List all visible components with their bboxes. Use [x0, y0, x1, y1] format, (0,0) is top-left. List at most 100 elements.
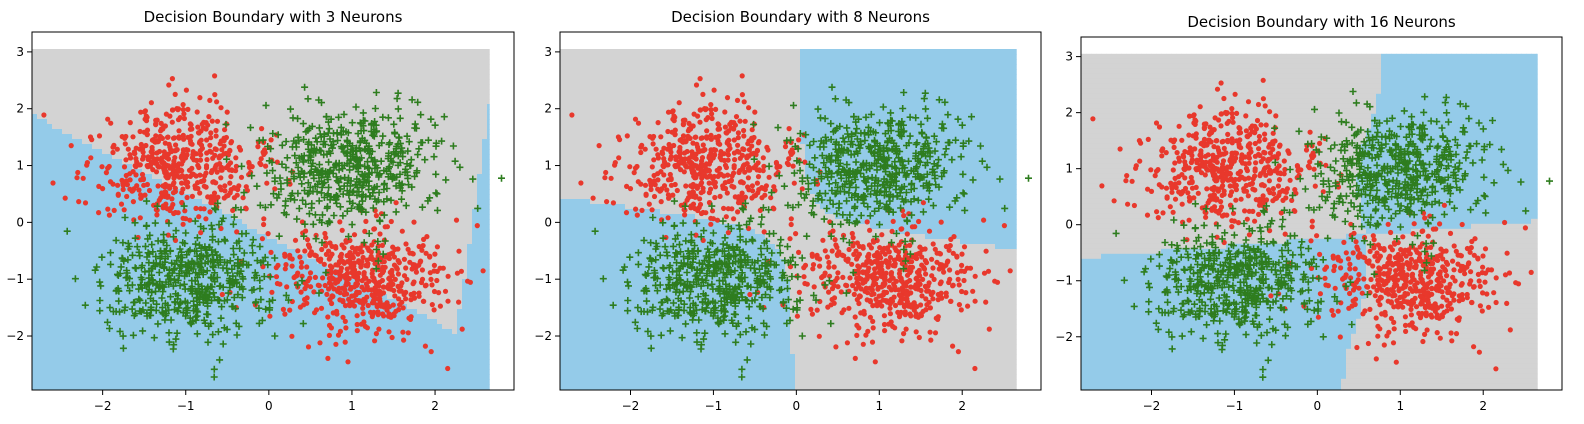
point-circle: [257, 160, 263, 166]
point-circle: [683, 183, 689, 189]
point-circle: [881, 321, 888, 328]
point-circle: [834, 244, 840, 250]
point-plus: [335, 166, 343, 174]
point-circle: [153, 169, 160, 175]
point-circle: [972, 298, 978, 304]
point-plus: [918, 130, 926, 138]
point-circle: [1528, 269, 1534, 275]
point-plus: [216, 356, 224, 364]
point-plus: [743, 356, 751, 364]
point-plus: [827, 232, 835, 240]
point-plus: [171, 260, 179, 268]
point-circle: [826, 259, 832, 266]
point-plus: [292, 139, 300, 147]
point-plus: [319, 180, 327, 188]
point-plus: [697, 341, 705, 349]
point-circle: [947, 267, 953, 273]
point-plus: [324, 203, 331, 211]
point-circle: [1235, 170, 1241, 176]
point-circle: [649, 207, 655, 213]
point-circle: [1303, 147, 1310, 153]
point-circle: [1271, 191, 1277, 197]
point-circle: [642, 146, 648, 152]
point-circle: [199, 121, 205, 127]
point-plus: [835, 162, 843, 170]
point-plus: [833, 210, 841, 218]
point-plus: [202, 252, 210, 260]
point-circle: [342, 318, 348, 324]
point-plus: [677, 297, 685, 305]
point-plus: [759, 276, 767, 284]
point-plus: [225, 277, 233, 285]
point-circle: [1244, 133, 1250, 139]
point-plus: [399, 153, 407, 161]
point-circle: [1272, 196, 1278, 202]
point-circle: [1370, 263, 1376, 269]
point-circle: [708, 221, 714, 227]
point-plus: [766, 294, 774, 302]
point-circle: [671, 113, 677, 119]
point-plus: [353, 144, 360, 152]
point-plus: [831, 95, 839, 103]
point-circle: [329, 275, 335, 281]
panel-2: Decision Boundary with 8 Neurons−2 −1 0 1 23…: [534, 8, 1042, 413]
point-plus: [869, 149, 877, 157]
point-plus: [895, 169, 903, 176]
point-plus: [925, 144, 933, 152]
point-circle: [287, 255, 293, 261]
point-plus: [358, 205, 366, 213]
point-circle: [140, 146, 146, 152]
point-plus: [887, 191, 895, 199]
point-circle: [1250, 186, 1256, 192]
point-plus: [147, 265, 155, 273]
point-plus: [152, 253, 160, 261]
point-plus: [304, 95, 312, 103]
point-circle: [141, 129, 147, 135]
point-plus: [345, 233, 352, 241]
point-circle: [634, 212, 640, 218]
point-plus: [119, 344, 127, 352]
point-circle: [1218, 123, 1224, 129]
point-plus: [874, 145, 882, 153]
point-circle: [203, 163, 210, 169]
point-circle: [1347, 261, 1353, 267]
point-plus: [301, 220, 309, 228]
point-plus: [434, 206, 441, 214]
point-plus: [935, 156, 942, 164]
point-circle: [633, 206, 639, 212]
point-circle: [139, 171, 146, 178]
point-circle: [615, 134, 622, 140]
point-circle: [1331, 267, 1337, 274]
point-circle: [698, 135, 704, 141]
point-plus: [291, 152, 299, 160]
point-circle: [1232, 91, 1238, 97]
point-circle: [1223, 167, 1229, 173]
point-plus: [374, 196, 382, 204]
point-plus: [741, 199, 749, 207]
point-circle: [143, 142, 149, 149]
point-circle: [456, 248, 462, 254]
point-circle: [172, 91, 178, 97]
point-circle: [717, 193, 723, 199]
point-plus: [202, 288, 210, 296]
point-circle: [648, 180, 654, 186]
point-circle: [870, 318, 876, 324]
point-plus: [333, 130, 341, 138]
point-circle: [1476, 278, 1482, 284]
point-circle: [839, 310, 845, 316]
point-plus: [146, 231, 154, 239]
point-plus: [172, 290, 180, 298]
point-plus: [897, 204, 905, 212]
point-plus: [893, 192, 901, 200]
point-circle: [1171, 144, 1177, 150]
point-circle: [403, 289, 409, 295]
point-plus: [119, 239, 127, 247]
point-circle: [724, 140, 730, 146]
point-circle: [264, 180, 270, 186]
point-plus: [721, 234, 729, 242]
point-circle: [669, 129, 675, 135]
point-circle: [649, 135, 656, 141]
point-plus: [676, 241, 683, 249]
point-circle: [887, 311, 894, 317]
point-plus: [640, 236, 648, 244]
